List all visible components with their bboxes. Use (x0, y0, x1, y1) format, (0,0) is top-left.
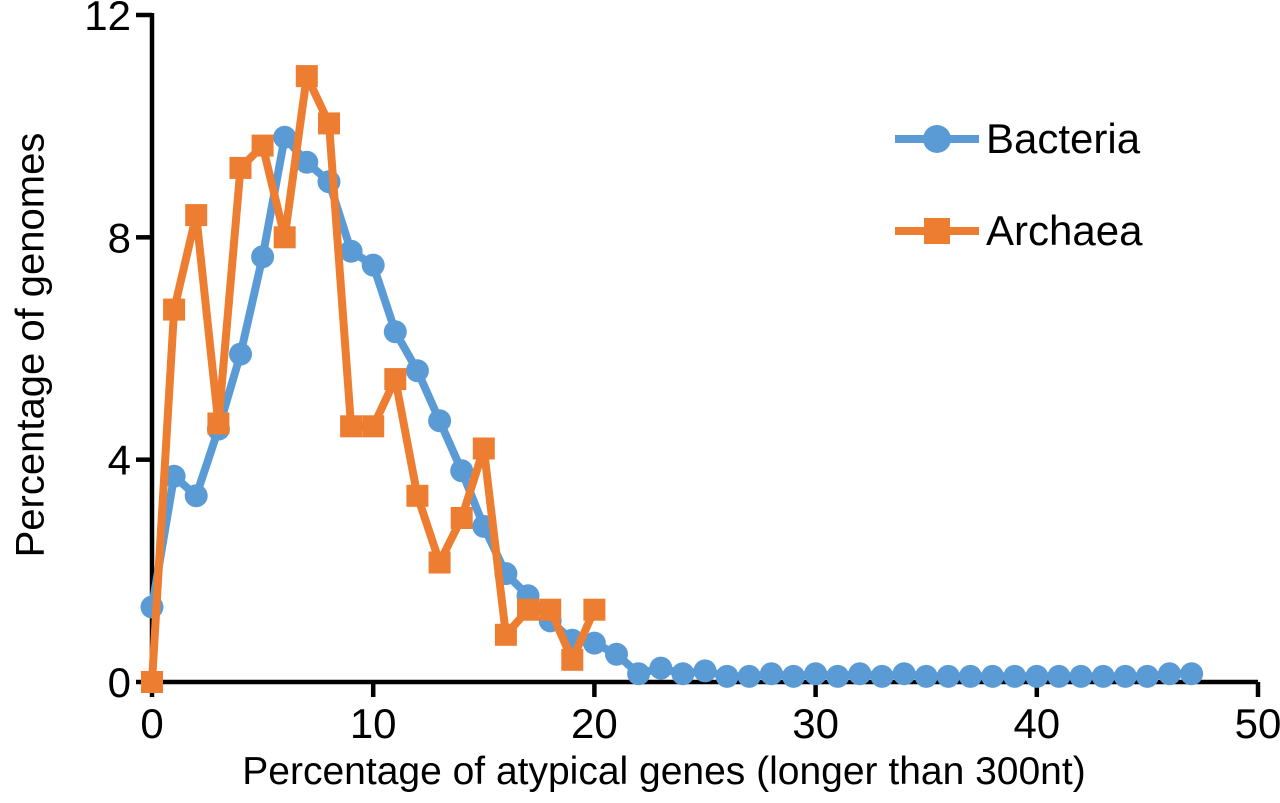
archaea-marker (251, 134, 274, 157)
bacteria-marker (892, 662, 916, 686)
bacteria-marker (1003, 664, 1027, 688)
bacteria-marker (1158, 662, 1181, 686)
x-axis-title: Percentage of atypical genes (longer tha… (242, 750, 1086, 793)
archaea-marker (450, 507, 473, 529)
bacteria-marker (693, 659, 717, 683)
archaea-marker (340, 415, 363, 438)
bacteria-marker (1180, 662, 1204, 686)
bacteria-marker (1135, 664, 1159, 688)
bacteria-marker (1069, 664, 1093, 688)
bacteria-marker (1025, 664, 1049, 688)
archaea-marker (362, 415, 385, 438)
y-tick-label: 8 (108, 214, 131, 261)
y-tick-label: 12 (84, 0, 131, 39)
x-tick-label: 10 (350, 700, 397, 747)
archaea-marker (295, 65, 318, 88)
bacteria-marker (428, 409, 452, 433)
bacteria-marker (759, 662, 783, 686)
y-tick-label: 4 (108, 437, 131, 484)
bacteria-marker (184, 484, 208, 508)
bacteria-marker (582, 631, 606, 655)
archaea-marker (229, 156, 252, 179)
bacteria-marker (826, 664, 850, 688)
legend-item-bacteria: Bacteria (895, 116, 1142, 162)
bacteria-marker (1113, 664, 1137, 688)
bacteria-marker (383, 320, 407, 344)
archaea-marker (185, 204, 208, 227)
archaea-marker (273, 226, 296, 249)
archaea-marker (561, 648, 584, 671)
archaea-marker (539, 598, 562, 621)
bacteria-marker (649, 656, 673, 680)
bacteria-marker (848, 662, 872, 686)
bacteria-marker (627, 662, 651, 686)
archaea-marker (384, 368, 407, 391)
bacteria-marker (715, 664, 739, 688)
bacteria-marker (405, 359, 429, 383)
legend-label-archaea: Archaea (986, 207, 1143, 254)
archaea-marker (406, 484, 429, 507)
bacteria-marker (782, 664, 805, 688)
bacteria-marker (1047, 664, 1071, 688)
legend-label-bacteria: Bacteria (986, 115, 1141, 162)
legend: Bacteria Archaea (895, 116, 1142, 254)
archaea-marker (472, 437, 495, 460)
x-tick-label: 40 (1013, 700, 1060, 747)
bacteria-marker (914, 664, 938, 688)
x-tick-label: 0 (140, 700, 163, 747)
bacteria-marker (1091, 664, 1115, 688)
x-tick-label: 30 (792, 700, 839, 747)
archaea-marker (583, 598, 606, 621)
x-tick-label: 50 (1235, 700, 1280, 747)
archaea-square-marker-icon (924, 218, 950, 244)
y-axis-title: Percentage of genomes (8, 132, 53, 558)
archaea-marker (517, 598, 539, 621)
archaea-marker (428, 551, 451, 574)
archaea-marker (318, 112, 340, 135)
bacteria-marker (981, 664, 1005, 688)
bacteria-marker (450, 459, 474, 483)
bacteria-marker (958, 664, 982, 688)
bacteria-marker (361, 253, 385, 277)
bacteria-marker (737, 664, 761, 688)
bacteria-legend-swatch (895, 125, 979, 153)
bacteria-marker (339, 239, 363, 263)
bacteria-marker (251, 245, 275, 269)
y-tick-label: 0 (108, 659, 131, 706)
archaea-marker (163, 298, 186, 321)
bacteria-marker (605, 642, 628, 666)
archaea-marker (494, 623, 517, 646)
bacteria-marker (936, 664, 960, 688)
bacteria-marker (671, 662, 695, 686)
bacteria-marker (229, 342, 252, 366)
legend-item-archaea: Archaea (895, 208, 1142, 254)
bacteria-circle-marker-icon (923, 125, 951, 153)
archaea-legend-swatch (895, 218, 979, 244)
x-tick-label: 20 (571, 700, 618, 747)
bacteria-marker (870, 664, 894, 688)
archaea-marker (141, 671, 163, 693)
bacteria-marker (295, 150, 319, 174)
bacteria-marker (804, 662, 828, 686)
bacteria-marker (273, 125, 297, 149)
archaea-marker (207, 412, 230, 435)
